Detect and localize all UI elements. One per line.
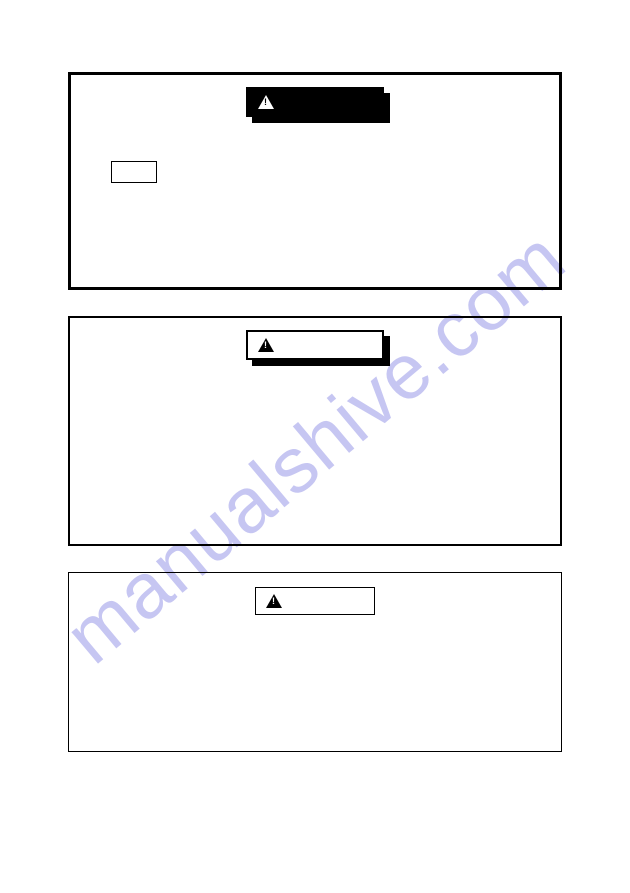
caution-label bbox=[255, 587, 375, 615]
danger-label bbox=[246, 87, 384, 117]
warning-triangle-icon bbox=[258, 95, 274, 109]
small-inner-box bbox=[111, 161, 157, 183]
danger-box bbox=[68, 72, 562, 290]
warning-box bbox=[68, 316, 562, 546]
warning-label bbox=[246, 330, 384, 360]
document-page bbox=[0, 0, 630, 838]
caution-box bbox=[68, 572, 562, 752]
danger-label-wrap bbox=[246, 87, 384, 117]
warning-label-wrap bbox=[246, 330, 384, 360]
caution-label-wrap bbox=[255, 587, 375, 615]
warning-triangle-icon bbox=[266, 594, 282, 608]
warning-triangle-icon bbox=[258, 338, 274, 352]
